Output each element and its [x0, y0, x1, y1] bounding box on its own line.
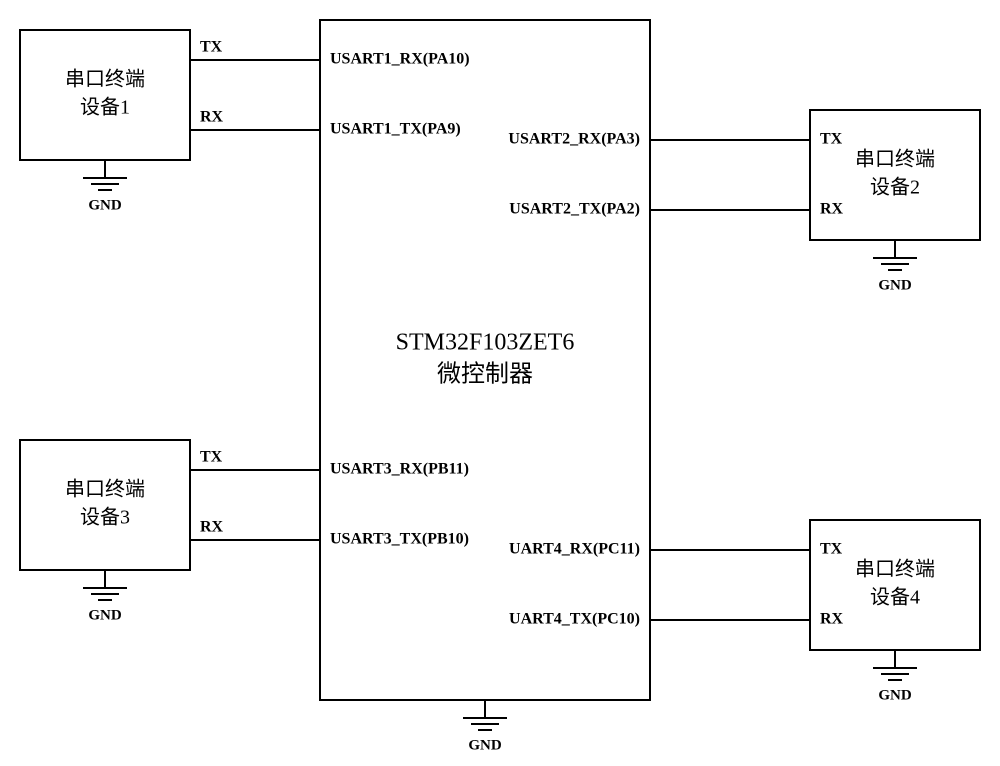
mcu-right-pin-2: UART4_RX(PC11) — [509, 541, 640, 558]
device-1-box — [20, 30, 190, 160]
mcu-left-pin-2: USART3_RX(PB11) — [330, 461, 469, 478]
mcu-right-pin-1: USART2_TX(PA2) — [509, 201, 640, 218]
device-1-pin-0: TX — [200, 39, 223, 56]
mcu-gnd-label: GND — [468, 737, 502, 753]
device-3-l2: 设备3 — [80, 506, 130, 529]
device-1-gnd-label: GND — [88, 197, 122, 213]
device-4-pin-1: RX — [820, 611, 844, 628]
device-2-l2: 设备2 — [870, 176, 920, 199]
device-2-gnd-label: GND — [878, 277, 912, 293]
device-2-pin-0: TX — [820, 131, 843, 148]
mcu-subtitle: 微控制器 — [437, 361, 533, 388]
device-2-l1: 串口终端 — [855, 148, 935, 171]
device-4-l2: 设备4 — [870, 586, 920, 609]
device-4-pin-0: TX — [820, 541, 843, 558]
device-2-pin-1: RX — [820, 201, 844, 218]
mcu-left-pin-3: USART3_TX(PB10) — [330, 531, 469, 548]
mcu-left-pin-0: USART1_RX(PA10) — [330, 51, 470, 68]
device-2-box — [810, 110, 980, 240]
device-3-pin-1: RX — [200, 519, 224, 536]
mcu-right-pin-0: USART2_RX(PA3) — [508, 131, 640, 148]
device-3-l1: 串口终端 — [65, 478, 145, 501]
device-1-pin-1: RX — [200, 109, 224, 126]
device-3-box — [20, 440, 190, 570]
device-4-l1: 串口终端 — [855, 558, 935, 581]
device-3-gnd-label: GND — [88, 607, 122, 623]
mcu-right-pin-3: UART4_TX(PC10) — [509, 611, 640, 628]
device-1-l2: 设备1 — [80, 96, 130, 119]
device-4-box — [810, 520, 980, 650]
device-4-gnd-label: GND — [878, 687, 912, 703]
mcu-left-pin-1: USART1_TX(PA9) — [330, 121, 461, 138]
mcu-title: STM32F103ZET6 — [396, 330, 575, 356]
device-3-pin-0: TX — [200, 449, 223, 466]
block-diagram: STM32F103ZET6 微控制器 USART1_RX(PA10) USART1_T… — [0, 0, 1000, 761]
device-1-l1: 串口终端 — [65, 68, 145, 91]
